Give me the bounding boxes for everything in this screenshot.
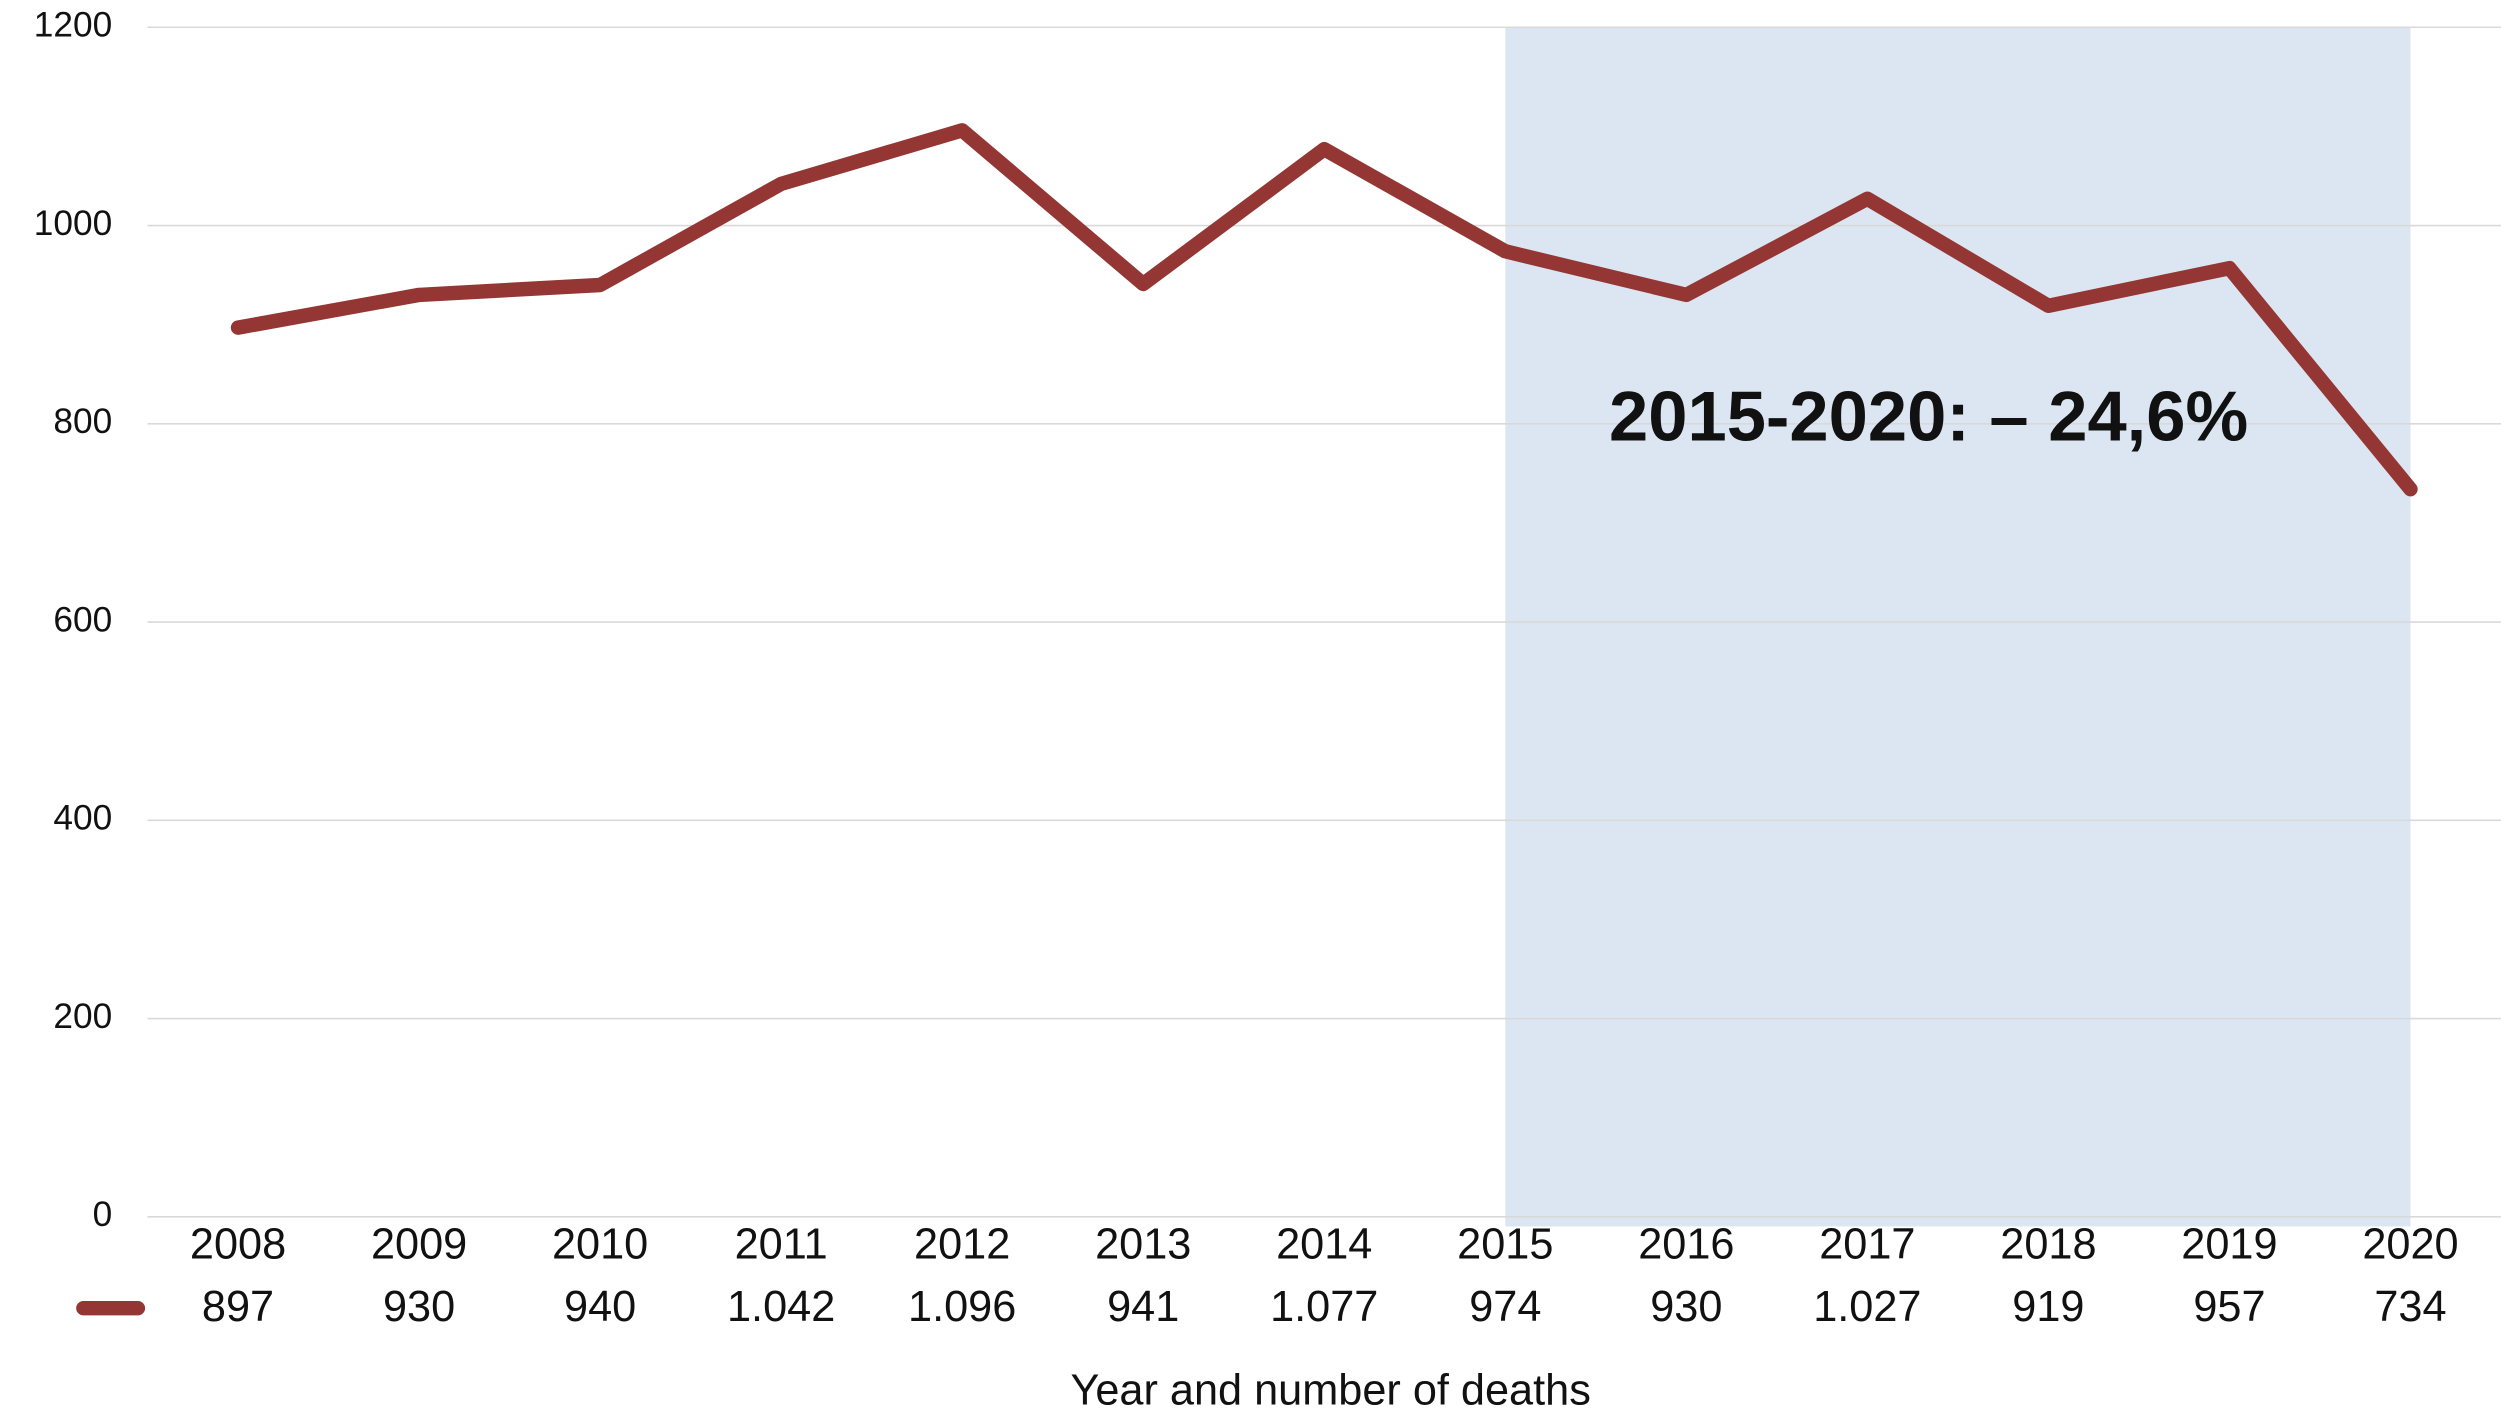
x-tick-label: 2010 bbox=[552, 1221, 648, 1269]
x-tick-label: 2008 bbox=[190, 1221, 286, 1269]
y-tick-label: 200 bbox=[53, 997, 112, 1036]
data-table-value: 1.027 bbox=[1813, 1283, 1921, 1331]
y-tick-label: 400 bbox=[53, 799, 112, 838]
x-tick-label: 2017 bbox=[1819, 1221, 1915, 1269]
data-table-value: 957 bbox=[2193, 1283, 2265, 1331]
data-table-value: 941 bbox=[1107, 1283, 1179, 1331]
data-table-value: 1.077 bbox=[1270, 1283, 1378, 1331]
data-table-value: 1.096 bbox=[908, 1283, 1016, 1331]
data-table-value: 734 bbox=[2374, 1283, 2446, 1331]
x-tick-label: 2020 bbox=[2362, 1221, 2458, 1269]
x-tick-label: 2011 bbox=[735, 1221, 828, 1269]
x-tick-label: 2016 bbox=[1638, 1221, 1734, 1269]
data-table-value: 940 bbox=[564, 1283, 636, 1331]
highlight-region bbox=[1505, 27, 2411, 1227]
data-table-value: 974 bbox=[1469, 1283, 1541, 1331]
annotation: 2015-2020: – 24,6% bbox=[1609, 376, 2248, 455]
grid-layer bbox=[147, 26, 2501, 1218]
data-table-value: 930 bbox=[1650, 1283, 1722, 1331]
y-tick-label: 0 bbox=[93, 1195, 113, 1234]
x-tick-label: 2009 bbox=[371, 1221, 467, 1269]
x-axis-title: Year and number of deaths bbox=[1070, 1367, 1590, 1410]
data-table-value: 930 bbox=[383, 1283, 455, 1331]
x-tick-label: 2012 bbox=[914, 1221, 1010, 1269]
x-tick-label: 2018 bbox=[2000, 1221, 2096, 1269]
y-tick-label: 1200 bbox=[34, 6, 112, 45]
x-tick-label: 2019 bbox=[2181, 1221, 2277, 1269]
y-tick-label: 600 bbox=[53, 600, 112, 639]
background-layer bbox=[1505, 27, 2411, 1227]
x-tick-label: 2015 bbox=[1457, 1221, 1553, 1269]
mark-layer bbox=[230, 123, 2418, 497]
x-tick-label: 2013 bbox=[1095, 1221, 1191, 1269]
data-line bbox=[230, 123, 2418, 497]
data-table-value: 919 bbox=[2012, 1283, 2084, 1331]
data-table-value: 897 bbox=[202, 1283, 274, 1331]
y-tick-label: 1000 bbox=[34, 204, 112, 243]
y-tick-label: 800 bbox=[53, 402, 112, 441]
data-table-value: 1.042 bbox=[727, 1283, 835, 1331]
x-tick-label: 2014 bbox=[1276, 1221, 1372, 1269]
